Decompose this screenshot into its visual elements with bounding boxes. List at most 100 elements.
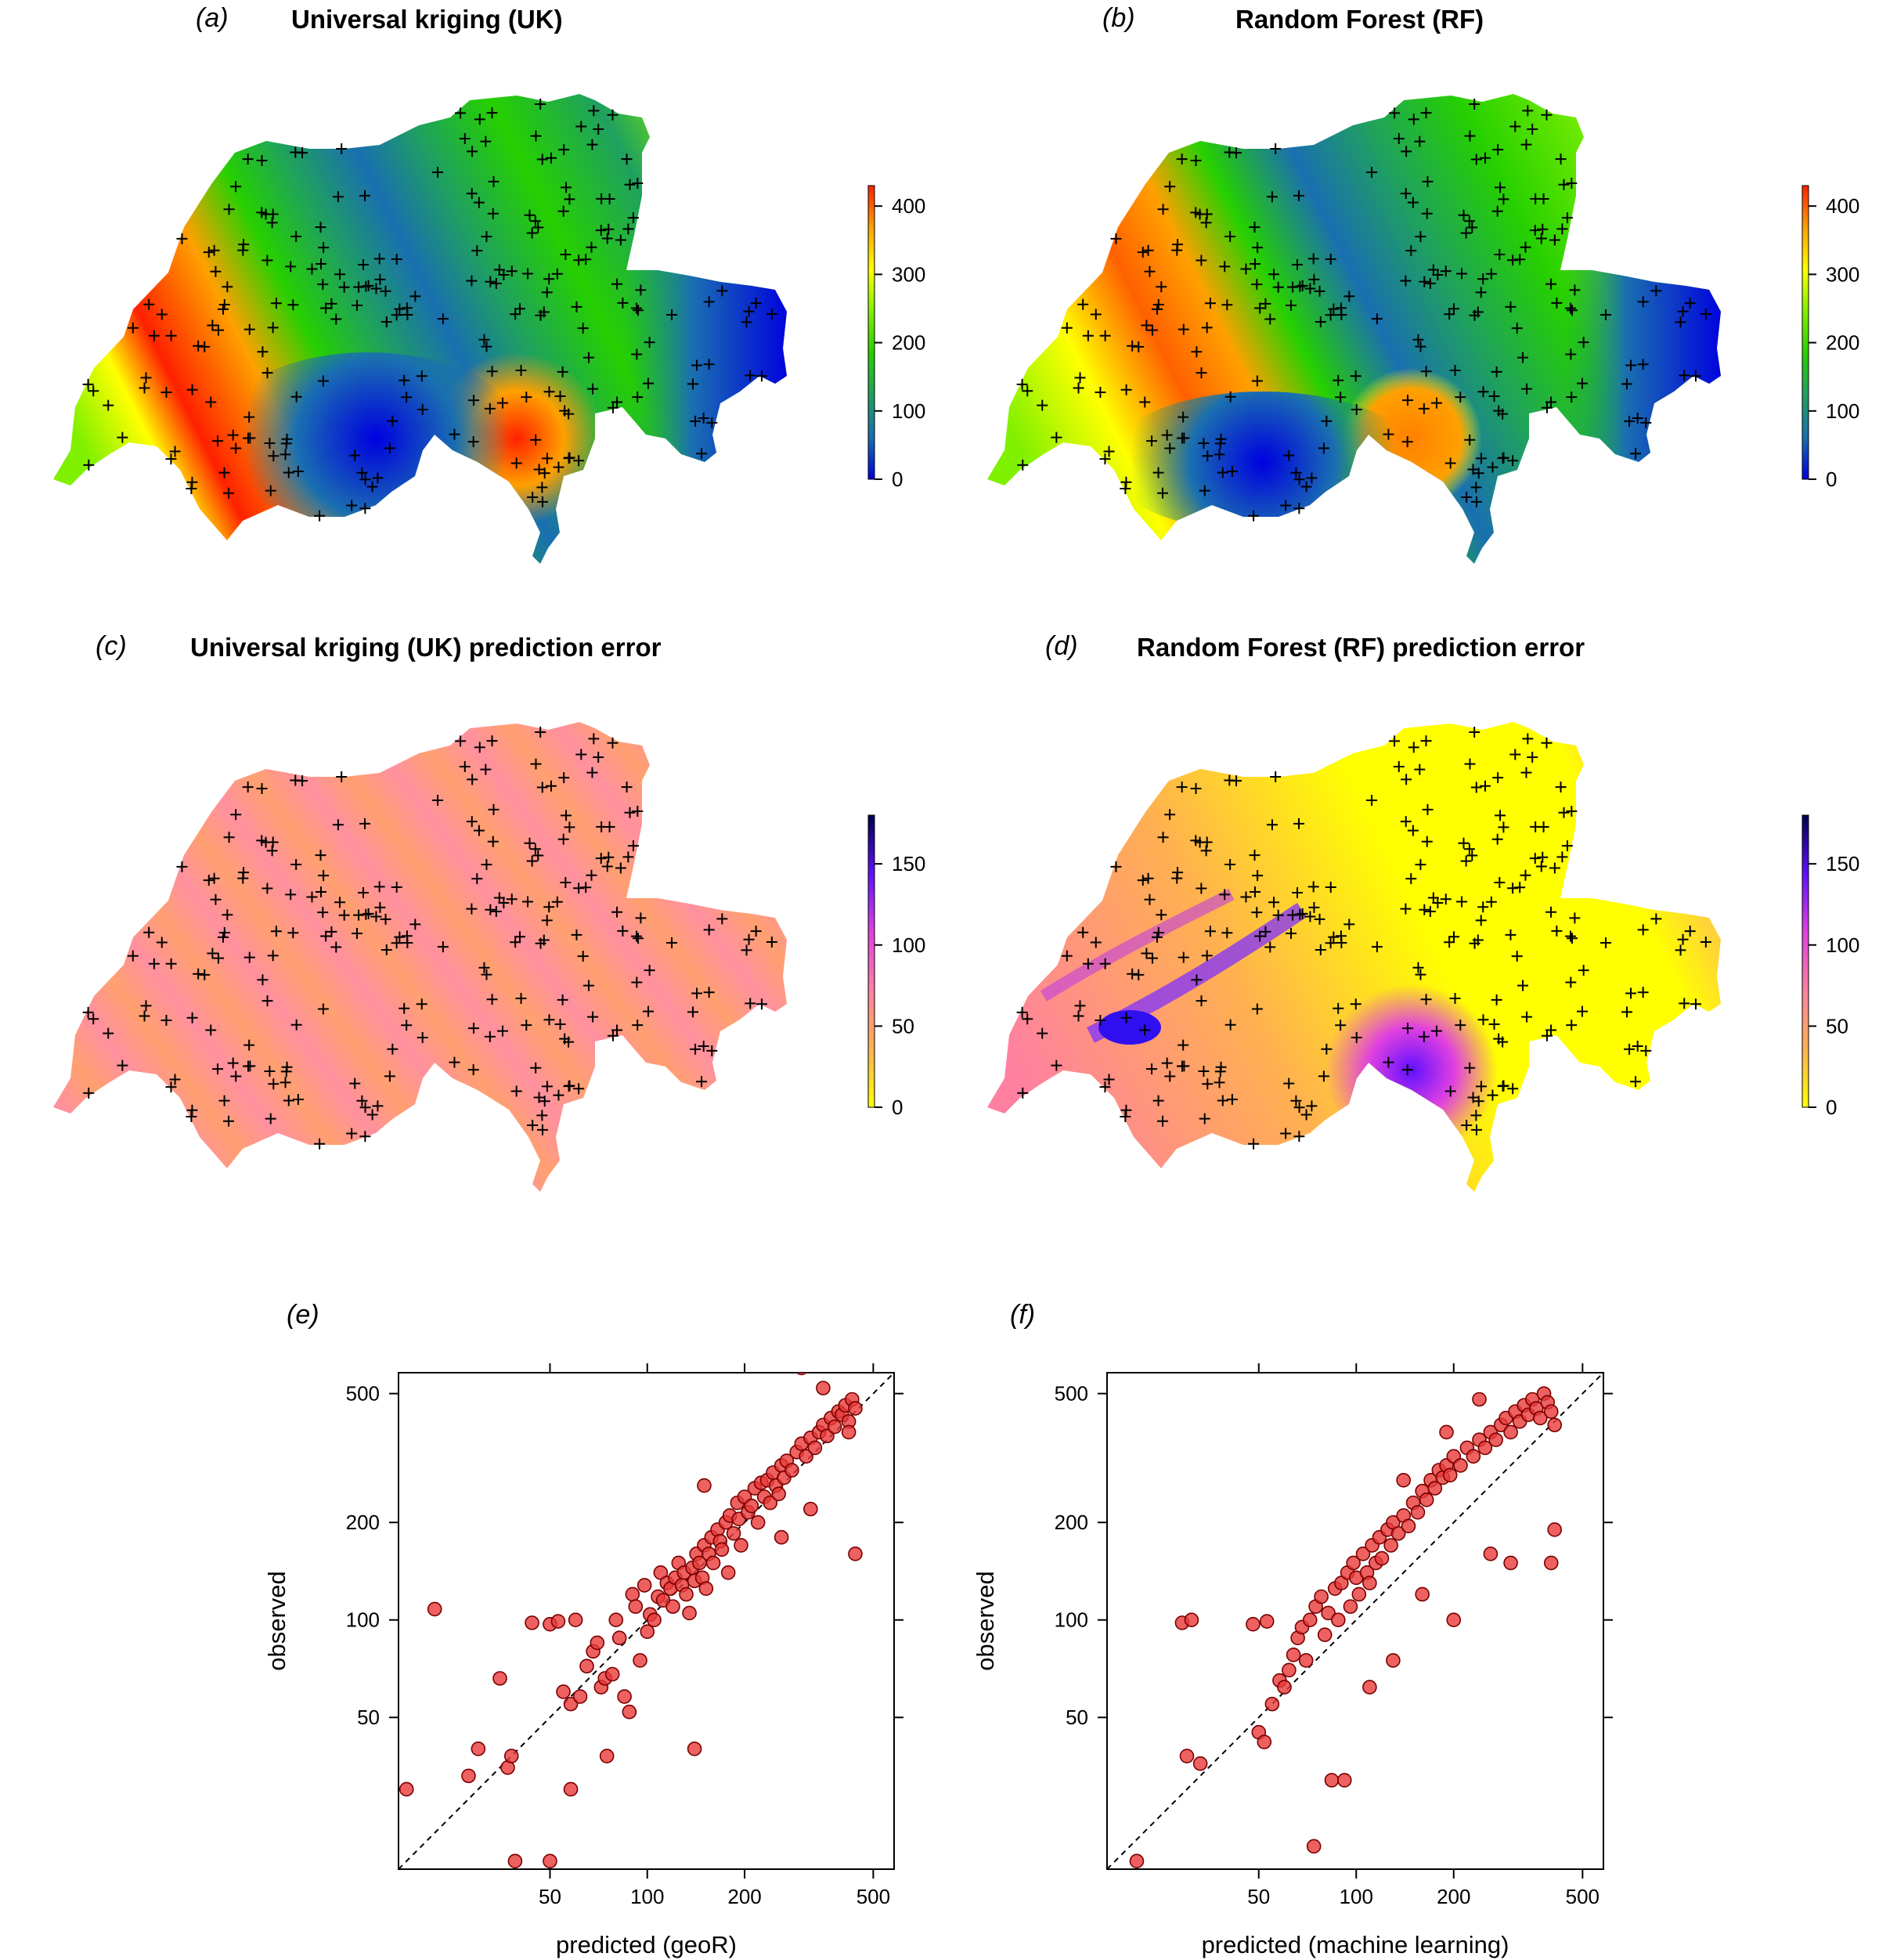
station-marker bbox=[417, 403, 428, 415]
station-marker bbox=[1488, 1018, 1500, 1030]
station-marker bbox=[1470, 1110, 1482, 1121]
station-marker bbox=[1219, 889, 1231, 901]
station-marker bbox=[1470, 496, 1482, 507]
station-marker bbox=[1420, 735, 1432, 747]
station-marker bbox=[1556, 851, 1568, 863]
station-marker bbox=[1467, 464, 1479, 475]
station-marker bbox=[287, 299, 299, 311]
station-marker bbox=[510, 1085, 522, 1097]
station-marker bbox=[1535, 861, 1547, 872]
data-point bbox=[1336, 1773, 1352, 1788]
station-marker bbox=[1565, 348, 1577, 360]
station-marker bbox=[432, 166, 444, 178]
station-marker bbox=[1146, 435, 1158, 447]
station-marker bbox=[1152, 927, 1164, 939]
station-marker bbox=[1304, 283, 1316, 294]
station-marker bbox=[1509, 749, 1521, 760]
station-marker bbox=[1037, 1027, 1048, 1039]
station-marker bbox=[607, 1030, 619, 1041]
station-marker bbox=[370, 283, 382, 294]
station-marker bbox=[1061, 322, 1073, 334]
station-marker bbox=[317, 279, 329, 291]
station-marker bbox=[1520, 767, 1532, 778]
station-marker bbox=[1632, 1041, 1643, 1052]
data-point bbox=[1277, 1680, 1292, 1695]
station-marker bbox=[743, 305, 755, 317]
station-marker bbox=[1477, 1014, 1489, 1026]
station-marker bbox=[1460, 855, 1472, 867]
station-marker bbox=[1240, 263, 1252, 275]
station-marker bbox=[467, 146, 478, 157]
station-marker bbox=[1414, 135, 1426, 147]
station-marker bbox=[374, 273, 386, 285]
station-marker bbox=[766, 937, 777, 948]
station-marker bbox=[1333, 374, 1344, 386]
map-panel-a bbox=[53, 94, 787, 564]
data-point bbox=[698, 1581, 714, 1596]
station-marker bbox=[1280, 1128, 1292, 1139]
station-marker bbox=[186, 1012, 198, 1023]
station-marker bbox=[1477, 901, 1489, 913]
station-marker bbox=[212, 435, 224, 447]
station-marker bbox=[1632, 413, 1643, 424]
station-marker bbox=[690, 1043, 701, 1055]
station-marker bbox=[1491, 366, 1502, 377]
station-marker bbox=[1492, 144, 1504, 156]
station-marker bbox=[632, 805, 644, 817]
panel-b-label: (b) bbox=[1102, 3, 1135, 33]
station-marker bbox=[1306, 472, 1318, 484]
station-marker bbox=[564, 821, 575, 833]
data-point bbox=[679, 1586, 694, 1602]
data-point bbox=[543, 1854, 557, 1869]
station-marker bbox=[212, 324, 224, 336]
station-marker bbox=[554, 390, 566, 402]
data-point bbox=[1317, 1627, 1333, 1642]
station-marker bbox=[563, 1036, 575, 1048]
station-marker bbox=[176, 233, 188, 244]
colorbar-d bbox=[1801, 814, 1809, 1108]
station-marker bbox=[563, 408, 575, 420]
station-marker bbox=[1383, 428, 1394, 440]
station-marker bbox=[349, 449, 361, 461]
station-marker bbox=[1449, 364, 1461, 376]
station-marker bbox=[186, 384, 198, 395]
data-point bbox=[1362, 1680, 1377, 1695]
station-marker bbox=[1214, 1066, 1226, 1077]
station-marker bbox=[1475, 287, 1487, 298]
station-marker bbox=[1564, 930, 1576, 942]
station-marker bbox=[1139, 396, 1151, 408]
station-marker bbox=[1164, 442, 1176, 454]
station-marker bbox=[265, 485, 276, 496]
station-marker bbox=[1621, 378, 1633, 390]
station-marker bbox=[554, 1018, 566, 1030]
station-marker bbox=[478, 962, 490, 973]
data-point bbox=[720, 1565, 736, 1580]
station-marker bbox=[212, 1063, 224, 1075]
colorbar-c bbox=[867, 814, 875, 1108]
station-marker bbox=[468, 1023, 480, 1034]
station-marker bbox=[1470, 781, 1482, 793]
station-marker bbox=[1407, 825, 1419, 836]
station-marker bbox=[1343, 291, 1355, 302]
station-marker bbox=[205, 396, 217, 408]
station-marker bbox=[1463, 215, 1475, 227]
station-marker bbox=[1690, 998, 1701, 1010]
station-marker bbox=[1293, 503, 1305, 514]
station-marker bbox=[83, 1087, 95, 1099]
station-marker bbox=[1690, 370, 1701, 382]
station-marker bbox=[1315, 316, 1326, 327]
station-marker bbox=[1505, 929, 1517, 940]
station-marker bbox=[557, 205, 569, 217]
station-marker bbox=[1171, 872, 1183, 884]
station-marker bbox=[603, 851, 615, 863]
station-marker bbox=[1157, 204, 1169, 215]
station-marker bbox=[1527, 751, 1538, 763]
station-marker bbox=[160, 1015, 172, 1027]
station-marker bbox=[1157, 487, 1169, 499]
station-marker bbox=[1487, 461, 1499, 473]
station-marker bbox=[582, 352, 594, 363]
station-marker bbox=[1424, 277, 1436, 289]
station-marker bbox=[1600, 309, 1612, 321]
x-tick-label: 500 bbox=[857, 1885, 890, 1908]
station-marker bbox=[1221, 299, 1233, 311]
